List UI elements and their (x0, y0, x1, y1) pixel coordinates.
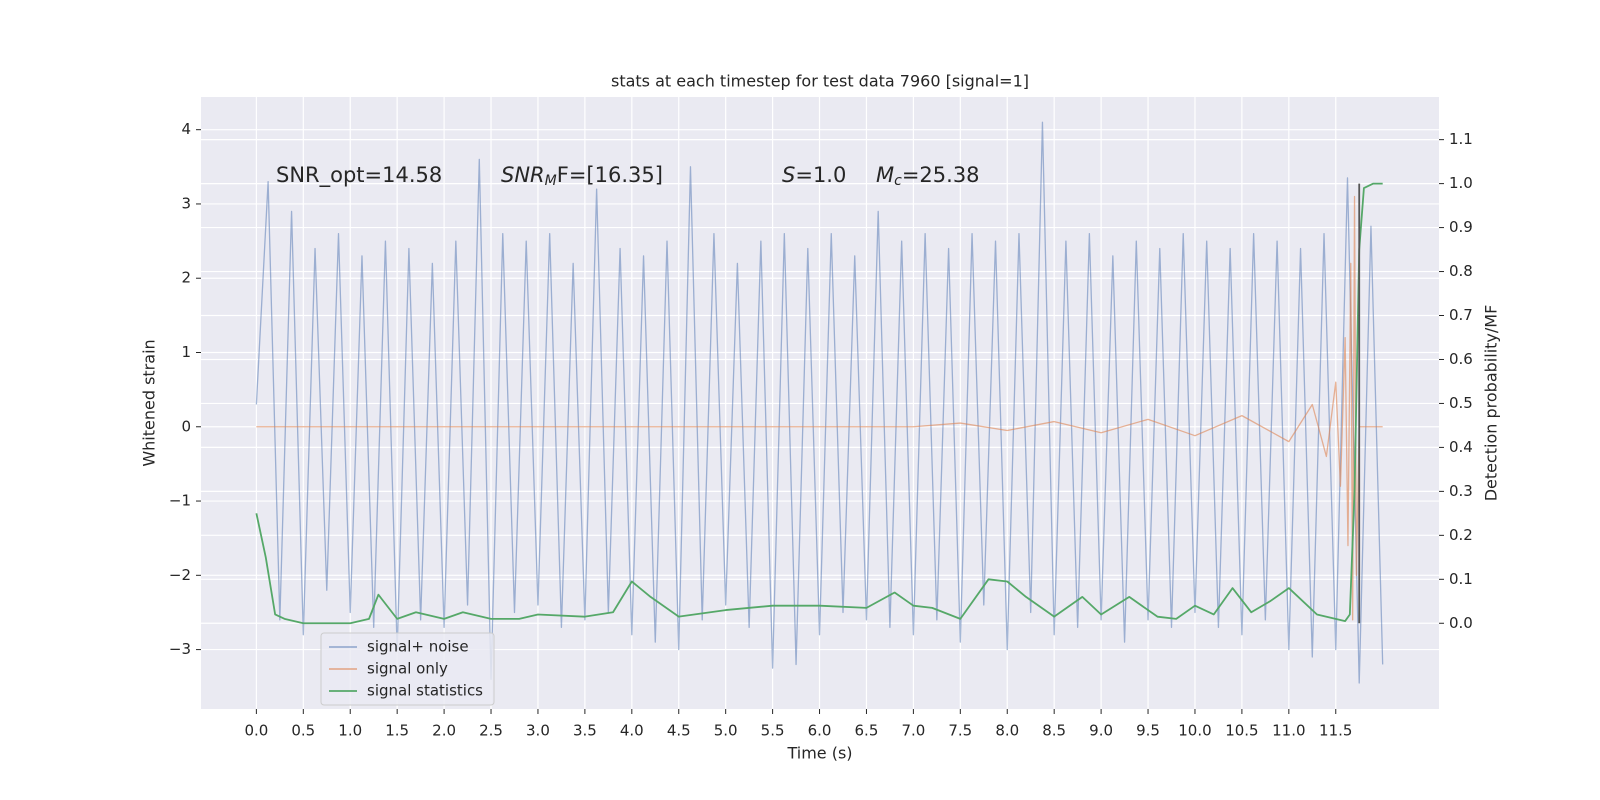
x-tick-label: 1.5 (385, 722, 409, 740)
annotation-text: SNR (501, 163, 545, 187)
y2-tick-label: 0.2 (1449, 526, 1473, 544)
y-tick-label: 0 (181, 417, 191, 435)
legend-label: signal+ noise (367, 638, 469, 656)
annotation: S=1.0 (782, 163, 846, 187)
x-tick-label: 11.5 (1319, 722, 1352, 740)
x-tick-label: 10.0 (1178, 722, 1211, 740)
y2-tick-label: 0.6 (1449, 350, 1473, 368)
y-tick-label: 2 (181, 269, 191, 287)
y-tick-label: 3 (181, 194, 191, 212)
series-line (255, 121, 1384, 684)
x-tick-label: 9.5 (1136, 722, 1160, 740)
y2-tick-label: 0.4 (1449, 438, 1473, 456)
x-tick-label: 2.0 (432, 722, 456, 740)
x-tick-label: 6.0 (808, 722, 832, 740)
x-tick-label: 1.0 (338, 722, 362, 740)
annotation: Mc=25.38 (876, 163, 980, 189)
y2-tick-label: 0.9 (1449, 218, 1473, 236)
x-tick-label: 2.5 (479, 722, 503, 740)
annotation-tail: F=[16.35] (557, 163, 663, 187)
annotation-text: SNR_opt=14.58 (276, 163, 442, 188)
y2-tick-label: 0.7 (1449, 306, 1473, 324)
x-tick-label: 9.0 (1089, 722, 1113, 740)
y2-tick-label: 0.3 (1449, 482, 1473, 500)
plot-lines (255, 121, 1384, 684)
x-tick-label: 3.5 (573, 722, 597, 740)
series-line (256, 195, 1383, 621)
y2-tick-label: 0.1 (1449, 570, 1473, 588)
x-tick-label: 7.5 (948, 722, 972, 740)
chart-title: stats at each timestep for test data 796… (611, 72, 1029, 91)
x-tick-label: 0.0 (244, 722, 268, 740)
y2-tick-label: 0.0 (1449, 614, 1473, 632)
annotation: SNR_opt=14.58 (276, 163, 442, 188)
legend-label: signal only (367, 660, 448, 678)
annotation-tail: =1.0 (795, 163, 846, 187)
x-tick-label: 5.0 (714, 722, 738, 740)
y2-tick-label: 1.1 (1449, 130, 1473, 148)
y2-axis-label: Detection probability/MF (1482, 305, 1501, 502)
annotation: SNRMF=[16.35] (501, 163, 663, 189)
x-tick-label: 10.5 (1225, 722, 1258, 740)
annotation-text: M (876, 163, 894, 187)
x-tick-label: 4.0 (620, 722, 644, 740)
annotation-tail: =25.38 (902, 163, 980, 187)
y-tick-label: −3 (169, 640, 191, 658)
x-tick-label: 8.0 (995, 722, 1019, 740)
annotation-sub: c (894, 173, 902, 189)
x-tick-label: 7.0 (901, 722, 925, 740)
y2-tick-label: 0.5 (1449, 394, 1473, 412)
series-line (255, 182, 1383, 625)
annotation-text: S (782, 163, 795, 187)
ticks: 0.0 0.5 1.0 1.5 2.0 2.5 3.0 3.5 4.0 4.5 5.0 5.5 6.0 6… (169, 120, 1473, 739)
y-tick-label: −1 (169, 492, 191, 510)
y-tick-label: 1 (181, 343, 191, 361)
legend: signal+ noise signal only signal statistic… (320, 632, 495, 706)
legend-box (320, 632, 495, 706)
x-tick-label: 8.5 (1042, 722, 1066, 740)
y-axis-label: Whitened strain (140, 339, 159, 466)
x-axis-label: Time (s) (786, 744, 852, 763)
x-tick-label: 4.5 (667, 722, 691, 740)
annotation-sub: M (545, 173, 557, 189)
x-tick-label: 5.5 (761, 722, 785, 740)
x-tick-label: 11.0 (1272, 722, 1305, 740)
y-tick-label: 4 (181, 120, 191, 138)
y-tick-label: −2 (169, 566, 191, 584)
y2-tick-label: 0.8 (1449, 262, 1473, 280)
x-tick-label: 6.5 (855, 722, 879, 740)
legend-label: signal statistics (367, 682, 483, 700)
y2-tick-label: 1.0 (1449, 174, 1473, 192)
x-tick-label: 3.0 (526, 722, 550, 740)
x-tick-label: 0.5 (291, 722, 315, 740)
